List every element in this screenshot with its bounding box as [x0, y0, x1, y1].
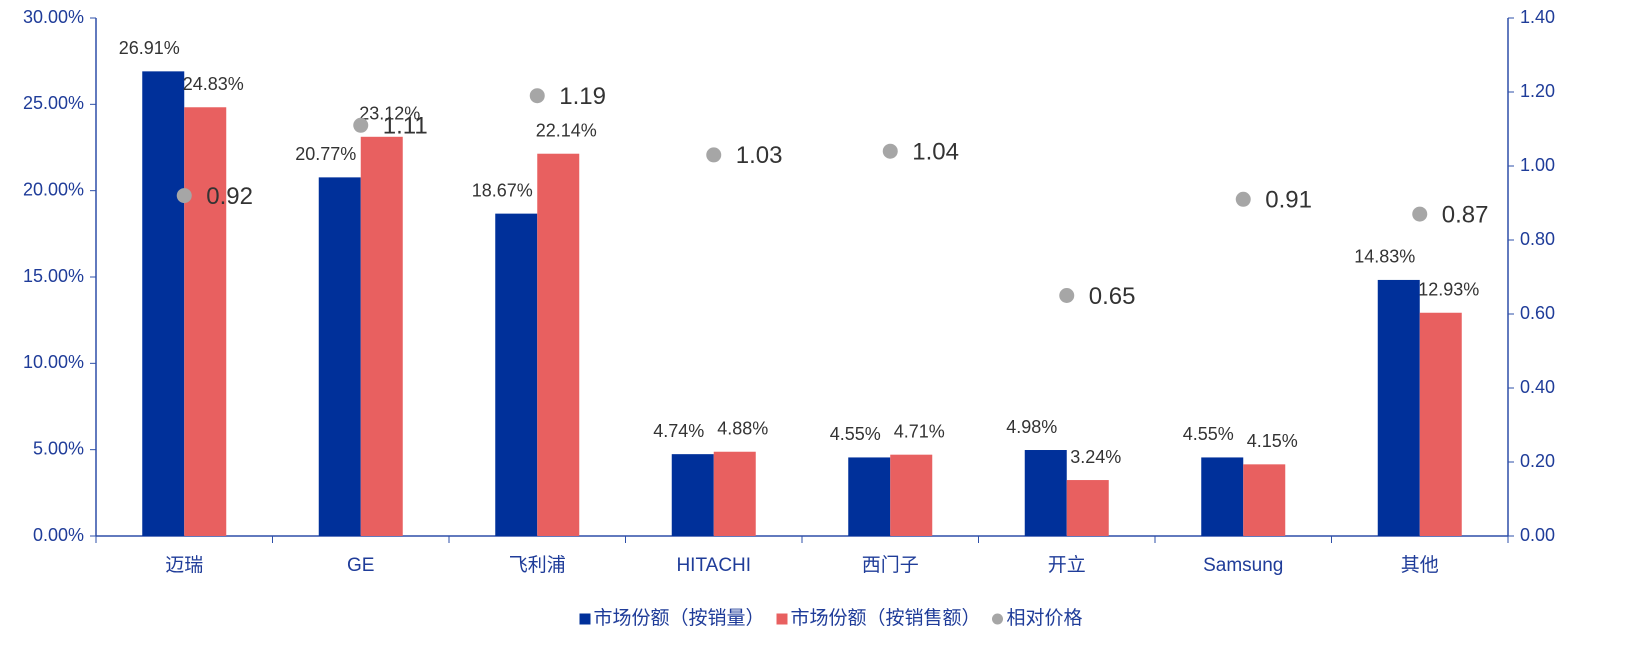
point: [529, 88, 545, 104]
y2-tick-label: 0.60: [1520, 303, 1555, 323]
bar: [1024, 450, 1067, 536]
y2-tick-label: 0.20: [1520, 451, 1555, 471]
bar: [1377, 279, 1420, 536]
data-label: 23.12%: [359, 104, 420, 124]
point-label: 0.87: [1442, 201, 1489, 228]
data-label: 4.55%: [830, 424, 881, 444]
x-tick-label: GE: [347, 555, 374, 576]
y-tick-label: 5.00%: [33, 438, 84, 458]
x-tick-label: HITACHI: [676, 555, 751, 576]
data-label: 18.67%: [472, 180, 533, 200]
y2-tick-label: 0.40: [1520, 377, 1555, 397]
bar: [495, 213, 538, 536]
point-label: 0.65: [1089, 283, 1136, 310]
x-tick-label: 西门子: [862, 554, 919, 576]
bar: [671, 454, 714, 536]
y2-tick-label: 0.80: [1520, 229, 1555, 249]
point: [1059, 288, 1075, 303]
data-label: 24.83%: [183, 74, 244, 94]
data-label: 14.83%: [1354, 247, 1415, 267]
data-label: 3.24%: [1070, 447, 1121, 467]
point-label: 0.92: [206, 183, 253, 210]
bar: [1243, 464, 1286, 536]
legend-label: 市场份额（按销量）: [594, 607, 765, 629]
x-tick-label: 其他: [1401, 554, 1439, 576]
data-label: 4.55%: [1183, 424, 1234, 444]
bar: [184, 107, 227, 536]
legend-marker: [992, 613, 1003, 625]
bar: [1066, 480, 1109, 536]
legend-label: 市场份额（按销售额）: [791, 607, 981, 629]
point: [1235, 191, 1251, 207]
x-tick-label: 迈瑞: [165, 554, 203, 576]
bar: [537, 153, 580, 536]
legend-marker: [579, 613, 591, 625]
data-label: 4.74%: [653, 421, 704, 441]
data-label: 4.71%: [894, 421, 945, 441]
bar: [848, 457, 891, 536]
data-label: 4.88%: [717, 418, 768, 438]
y-tick-label: 0.00%: [33, 525, 84, 545]
point-label: 1.11: [383, 113, 428, 140]
point-label: 1.19: [559, 83, 606, 110]
data-label: 22.14%: [536, 120, 597, 140]
legend-label: 相对价格: [1007, 607, 1083, 629]
data-label: 4.15%: [1247, 431, 1298, 451]
point-label: 0.91: [1265, 187, 1312, 214]
data-label: 26.91%: [119, 38, 180, 58]
data-label: 20.77%: [295, 144, 356, 164]
y-tick-label: 30.00%: [23, 7, 84, 27]
point: [353, 117, 369, 133]
point: [1412, 206, 1428, 222]
y2-tick-label: 1.20: [1520, 81, 1555, 101]
x-tick-label: Samsung: [1203, 555, 1283, 576]
y-tick-label: 15.00%: [23, 266, 84, 286]
y2-tick-label: 0.00: [1520, 525, 1555, 545]
point-label: 1.03: [736, 142, 783, 169]
bar: [713, 451, 756, 536]
y-tick-label: 20.00%: [23, 179, 84, 199]
bar: [1419, 312, 1462, 536]
data-label: 12.93%: [1418, 279, 1479, 299]
x-tick-label: 开立: [1048, 554, 1086, 576]
y2-tick-label: 1.40: [1520, 7, 1555, 27]
point: [882, 143, 898, 159]
legend-marker: [776, 613, 788, 625]
bar: [318, 177, 361, 536]
bar: [142, 71, 185, 536]
bar: [1201, 457, 1244, 536]
point-label: 1.04: [912, 139, 959, 166]
bar: [890, 454, 933, 536]
x-tick-label: 飞利浦: [509, 554, 566, 576]
point: [706, 147, 722, 163]
y-tick-label: 25.00%: [23, 93, 84, 113]
data-label: 4.98%: [1006, 417, 1057, 437]
bar: [360, 136, 403, 536]
y-tick-label: 10.00%: [23, 352, 84, 372]
point: [176, 188, 192, 204]
y2-tick-label: 1.00: [1520, 155, 1555, 175]
